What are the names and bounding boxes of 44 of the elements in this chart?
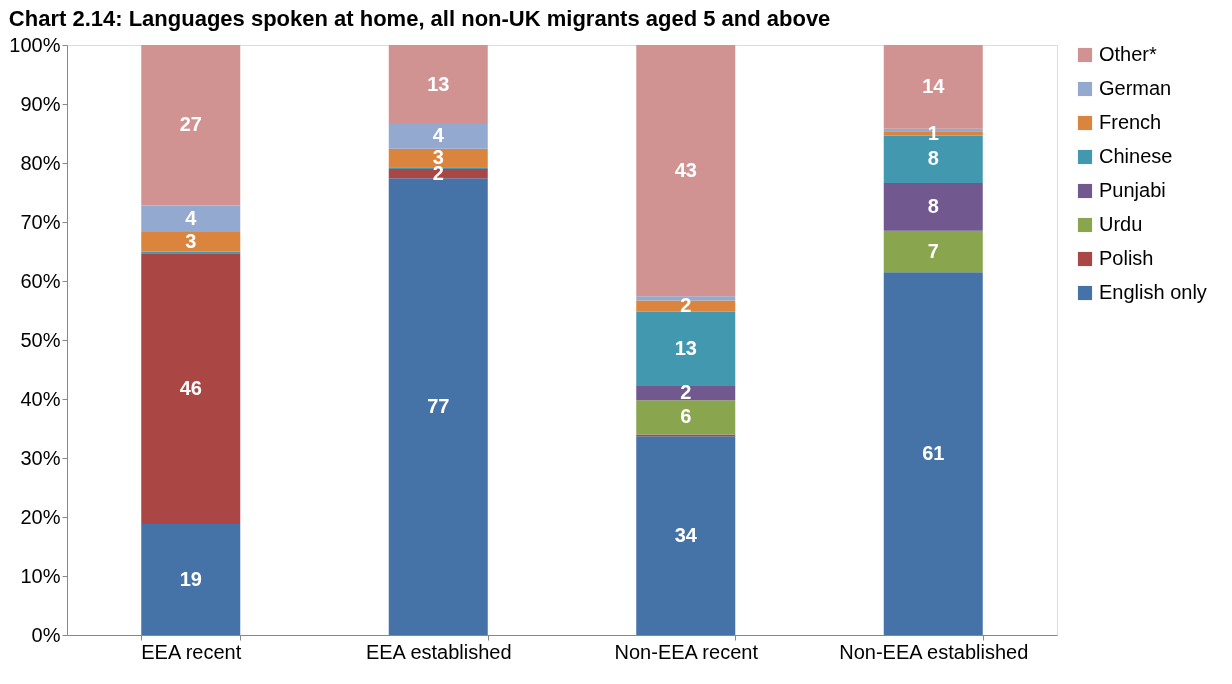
data-label: 13 <box>427 72 450 95</box>
data-label: 8 <box>927 147 939 170</box>
data-label: 61 <box>922 441 945 464</box>
legend-label: Other* <box>1099 43 1158 65</box>
data-label: 4 <box>185 206 198 229</box>
y-tick-label: 40% <box>20 387 61 410</box>
legend-label: Polish <box>1099 247 1154 269</box>
y-tick-label: 0% <box>31 623 61 646</box>
legend-label: English only <box>1099 281 1207 303</box>
legend-label: German <box>1099 77 1172 99</box>
data-label: 8 <box>927 194 939 217</box>
data-label: 14 <box>922 74 946 97</box>
y-tick-label: 90% <box>20 92 61 115</box>
legend-label: Chinese <box>1099 145 1173 167</box>
y-tick-label: 50% <box>20 328 61 351</box>
data-label: 43 <box>674 158 697 181</box>
data-label: 1 <box>927 121 939 144</box>
x-tick-label: Non-EEA established <box>839 640 1029 663</box>
y-tick-label: 20% <box>20 505 61 528</box>
y-tick-label: 80% <box>20 151 61 174</box>
data-label: 3 <box>185 229 197 252</box>
data-label: 77 <box>427 394 450 417</box>
y-tick-label: 60% <box>20 269 61 292</box>
chart-title: Chart 2.14: Languages spoken at home, all non-UK migrants aged 5 and above <box>8 6 831 31</box>
data-label: 4 <box>432 124 445 147</box>
legend-label: Urdu <box>1099 213 1143 235</box>
x-tick-label: EEA recent <box>141 640 242 663</box>
data-label: 13 <box>674 336 697 359</box>
data-label: 7 <box>927 239 939 262</box>
y-tick-label: 30% <box>20 446 61 469</box>
data-label: 46 <box>179 376 202 399</box>
y-tick-label: 100% <box>9 33 61 56</box>
data-label: 27 <box>179 113 202 136</box>
x-tick-label: EEA established <box>365 640 512 663</box>
data-label: 2 <box>680 294 692 317</box>
data-label: 2 <box>680 381 692 404</box>
legend-label: French <box>1099 111 1162 133</box>
data-label: 34 <box>674 523 698 546</box>
y-tick-label: 10% <box>20 564 61 587</box>
data-label: 6 <box>680 405 692 428</box>
y-tick-label: 70% <box>20 210 61 233</box>
legend-label: Punjabi <box>1099 179 1166 201</box>
data-label: 19 <box>179 567 202 590</box>
x-tick-label: Non-EEA recent <box>614 640 759 663</box>
